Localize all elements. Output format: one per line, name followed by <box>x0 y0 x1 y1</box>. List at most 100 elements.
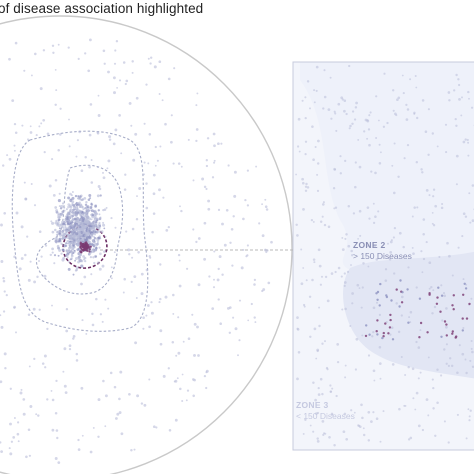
zoom-node <box>416 206 419 209</box>
zoom-node <box>339 172 342 175</box>
network-node <box>118 114 121 117</box>
zoom-node <box>306 186 310 189</box>
network-node <box>24 197 28 201</box>
network-node <box>29 405 33 408</box>
network-node <box>70 194 73 197</box>
network-node <box>96 166 99 169</box>
network-node <box>78 130 82 134</box>
zoom-node <box>367 128 371 131</box>
zoom-node <box>457 246 460 249</box>
zoom-node <box>443 294 447 298</box>
zoom-node <box>355 337 359 341</box>
network-node <box>82 232 85 235</box>
network-node <box>151 230 154 234</box>
network-node <box>63 206 66 209</box>
network-node <box>74 224 76 227</box>
network-node <box>213 159 216 162</box>
network-node <box>70 211 73 214</box>
network-node <box>67 260 71 263</box>
network-node <box>253 283 256 286</box>
network-node <box>112 142 116 146</box>
network-node <box>159 297 162 301</box>
network-node <box>95 237 98 240</box>
zoom-node <box>431 312 434 315</box>
zoom-node <box>373 379 376 382</box>
zoom-node <box>297 145 300 148</box>
network-node <box>78 231 82 235</box>
network-node <box>152 212 156 215</box>
network-node <box>147 57 150 60</box>
network-node <box>98 213 101 216</box>
network-node <box>80 238 84 242</box>
network-node <box>86 205 90 209</box>
network-node <box>13 149 16 152</box>
network-node <box>145 182 148 185</box>
zoom-node <box>372 369 376 373</box>
network-node <box>14 131 18 134</box>
network-node <box>77 235 81 239</box>
zoom-node <box>324 275 328 279</box>
network-node <box>84 259 87 263</box>
network-node <box>92 256 95 259</box>
network-node <box>65 307 69 311</box>
zoom-node <box>415 340 418 344</box>
zoom-node <box>432 224 436 227</box>
network-node <box>91 312 94 316</box>
network-node <box>58 192 61 195</box>
network-node <box>4 366 7 370</box>
network-node <box>93 233 97 236</box>
network-node <box>179 205 181 208</box>
network-node <box>203 374 207 378</box>
zoom-node <box>304 140 308 143</box>
network-node <box>81 228 84 232</box>
network-node <box>104 235 107 238</box>
network-node <box>180 165 183 168</box>
network-node <box>113 62 117 65</box>
network-node <box>179 387 182 391</box>
network-node <box>242 217 245 221</box>
zone-2-sublabel: > 150 Diseases <box>353 251 412 261</box>
network-node <box>120 152 123 155</box>
network-node <box>177 253 181 257</box>
highlighted-node <box>84 246 87 249</box>
network-node <box>8 57 11 61</box>
zoom-node <box>378 313 381 316</box>
network-node <box>49 253 53 257</box>
network-node <box>93 228 97 232</box>
zoom-node <box>384 268 388 271</box>
zoom-node <box>317 139 320 143</box>
network-node <box>247 319 250 322</box>
network-node <box>79 214 82 217</box>
network-node <box>233 170 237 174</box>
network-node <box>93 261 96 265</box>
zoom-highlighted-node <box>389 318 392 322</box>
zoom-highlighted-node <box>455 335 458 338</box>
network-node <box>58 239 61 243</box>
network-node <box>72 204 76 207</box>
network-node <box>94 243 98 247</box>
network-node <box>92 248 95 251</box>
zoom-node <box>366 137 369 140</box>
zoom-node <box>377 210 380 213</box>
zoom-node <box>362 427 365 430</box>
network-node <box>78 201 81 204</box>
network-node <box>181 399 184 403</box>
zoom-node <box>366 206 370 209</box>
network-node <box>76 208 80 212</box>
network-node <box>150 56 153 59</box>
network-node <box>69 214 73 218</box>
zoom-node <box>320 275 324 278</box>
network-node <box>167 77 171 81</box>
network-node <box>148 378 151 381</box>
network-node <box>96 241 99 244</box>
zoom-node <box>401 74 404 77</box>
zoom-node <box>447 91 451 94</box>
network-node <box>110 217 113 220</box>
network-node <box>51 158 54 161</box>
network-node <box>100 230 104 234</box>
zoom-node <box>432 188 436 191</box>
zoom-node <box>428 261 432 265</box>
network-node <box>33 204 37 207</box>
network-node <box>92 220 95 224</box>
